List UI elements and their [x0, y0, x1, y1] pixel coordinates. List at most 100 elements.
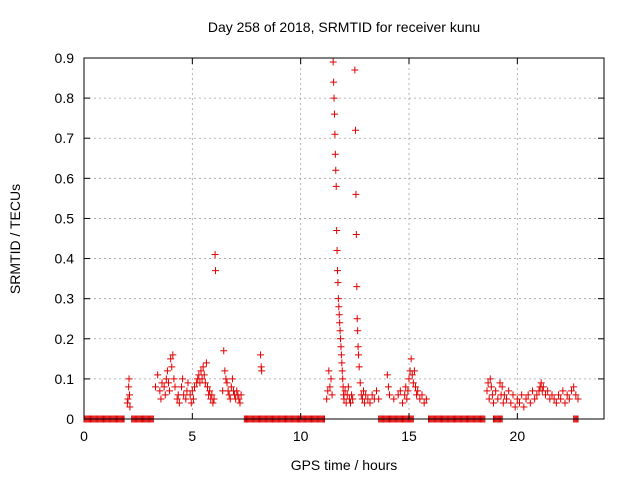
data-point: [414, 387, 422, 395]
data-point: [563, 391, 571, 399]
data-point: [330, 78, 338, 86]
data-point: [204, 383, 211, 391]
data-point: [524, 391, 532, 399]
data-point: [199, 363, 207, 371]
data-point: [412, 383, 419, 391]
data-point: [373, 387, 380, 395]
data-point: [200, 371, 208, 379]
data-point: [484, 379, 492, 387]
data-point: [494, 395, 502, 403]
data-point: [191, 383, 198, 391]
data-point: [163, 367, 171, 375]
data-point: [539, 383, 547, 391]
data-point: [529, 387, 536, 395]
data-point: [327, 375, 335, 383]
data-point: [483, 387, 491, 395]
y-tick-label: 0.8: [55, 90, 75, 106]
data-point: [402, 383, 410, 391]
data-point: [486, 375, 494, 383]
data-point: [386, 391, 393, 399]
data-point: [166, 387, 174, 395]
data-point: [221, 367, 229, 375]
data-point: [330, 110, 338, 118]
data-point: [390, 395, 398, 403]
data-point: [236, 399, 244, 407]
data-point: [336, 327, 344, 335]
data-point: [344, 383, 352, 391]
data-point: [156, 387, 164, 395]
data-point: [531, 395, 539, 403]
data-point: [355, 351, 363, 359]
data-point: [574, 395, 582, 403]
data-point: [209, 399, 217, 407]
data-point: [485, 395, 493, 403]
data-point: [337, 351, 345, 359]
data-point: [237, 391, 245, 399]
data-point: [416, 395, 424, 403]
data-point: [338, 367, 346, 375]
data-point: [401, 391, 409, 399]
chart-title: Day 258 of 2018, SRMTID for receiver kun…: [208, 19, 480, 35]
data-point: [157, 395, 165, 403]
y-tick-label: 0.7: [55, 130, 75, 146]
data-point: [353, 315, 361, 323]
data-point: [228, 375, 236, 383]
data-point: [188, 387, 196, 395]
data-points: [123, 58, 582, 411]
data-point: [160, 383, 168, 391]
data-point: [511, 403, 519, 411]
data-point: [126, 403, 134, 411]
data-point: [235, 395, 243, 403]
data-point: [498, 383, 506, 391]
data-point: [258, 367, 266, 375]
data-point: [394, 391, 402, 399]
data-point: [227, 383, 235, 391]
data-point: [487, 383, 495, 391]
data-point: [173, 395, 181, 403]
data-point: [335, 303, 343, 311]
data-point: [330, 94, 338, 102]
data-point: [332, 182, 340, 190]
data-point: [490, 399, 497, 407]
data-point: [565, 395, 573, 403]
data-point: [516, 399, 523, 407]
data-point: [329, 58, 337, 66]
data-point: [404, 387, 412, 395]
data-point: [354, 327, 362, 335]
data-point: [347, 399, 354, 407]
x-tick-labels: 0 5 10 15 20: [80, 428, 525, 444]
data-point: [407, 355, 415, 363]
data-point: [356, 379, 364, 387]
data-point: [171, 383, 179, 391]
data-point: [162, 375, 170, 383]
data-point: [410, 367, 418, 375]
x-tick-label: 0: [80, 428, 88, 444]
data-point: [341, 387, 349, 395]
data-point: [154, 371, 162, 379]
data-point: [353, 283, 361, 291]
data-point: [422, 395, 430, 403]
data-point: [513, 395, 521, 403]
data-point: [333, 226, 341, 234]
data-point: [333, 247, 341, 255]
data-point: [152, 383, 159, 391]
data-point: [332, 166, 340, 174]
data-point: [222, 375, 230, 383]
data-point: [366, 399, 374, 407]
data-point: [405, 375, 413, 383]
y-tick-label: 0.4: [55, 251, 75, 267]
data-point: [559, 387, 567, 395]
data-point: [349, 395, 357, 403]
data-point: [552, 399, 560, 407]
data-point: [168, 363, 176, 371]
data-point: [550, 395, 558, 403]
data-point: [526, 399, 534, 407]
axis-ticks: [83, 57, 604, 420]
data-point: [360, 387, 367, 395]
data-point: [178, 383, 185, 391]
data-point: [337, 343, 345, 351]
data-point: [492, 387, 500, 395]
data-point: [187, 399, 195, 407]
data-point: [352, 190, 360, 198]
